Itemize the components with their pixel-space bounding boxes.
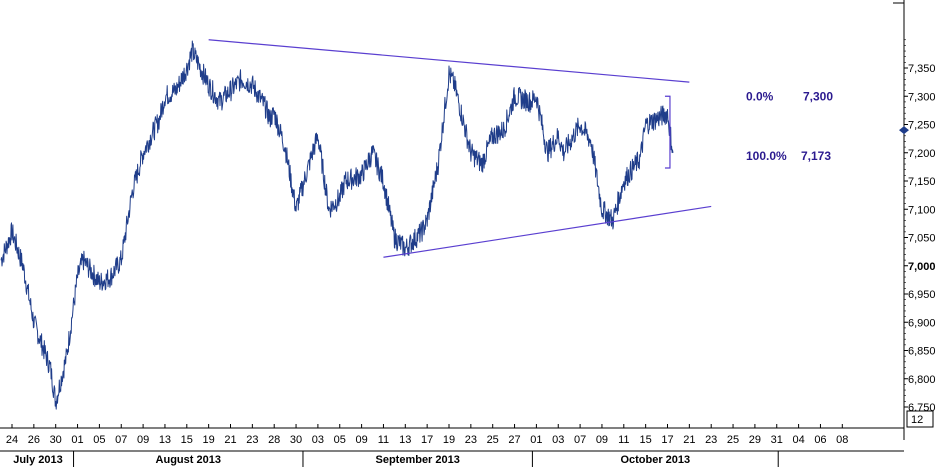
x-tick-label: 03 (312, 434, 324, 446)
x-tick-label: 29 (749, 434, 761, 446)
x-tick-label: 15 (181, 434, 193, 446)
x-tick-label: 11 (378, 434, 389, 446)
x-tick-label: 17 (661, 434, 673, 446)
trendlines (208, 39, 712, 258)
y-axis: 6,7506,8006,8506,9006,9507,0007,0507,100… (893, 0, 936, 440)
x-tick-label: 01 (530, 434, 542, 446)
x-tick-label: 07 (574, 434, 586, 446)
month-label: August 2013 (156, 454, 221, 466)
x-tick-label: 19 (443, 434, 455, 446)
y-tick-label: 7,100 (908, 204, 936, 216)
x-tick-label: 19 (203, 434, 215, 446)
trendline-lower (383, 205, 712, 258)
x-tick-label: 09 (137, 434, 149, 446)
last-price-marker-icon (899, 126, 909, 135)
x-tick-label: 06 (814, 434, 826, 446)
fib-level-value: 7,173 (801, 149, 831, 163)
y-tick-label: 6,950 (908, 289, 936, 301)
corner-badge-box (906, 410, 934, 428)
x-tick-label: 30 (290, 434, 302, 446)
x-tick-label: 25 (487, 434, 499, 446)
x-tick-label: 08 (836, 434, 848, 446)
x-tick-label: 15 (640, 434, 652, 446)
month-label: September 2013 (375, 454, 459, 466)
y-tick-label: 6,850 (908, 346, 936, 358)
fib-level-label: 100.0% (746, 149, 787, 163)
x-tick-label: 27 (508, 434, 520, 446)
x-tick-label: 23 (705, 434, 717, 446)
y-tick-label: 6,800 (908, 374, 936, 386)
y-tick-label: 6,900 (908, 317, 936, 329)
x-tick-label: 31 (771, 434, 783, 446)
x-tick-label: 24 (6, 434, 18, 446)
y-tick-label: 7,250 (908, 120, 936, 132)
x-tick-label: 17 (421, 434, 433, 446)
x-tick-label: 30 (50, 434, 62, 446)
x-tick-label: 11 (618, 434, 629, 446)
x-tick-label: 13 (399, 434, 411, 446)
x-tick-label: 26 (28, 434, 40, 446)
fib-bracket (664, 95, 671, 169)
y-tick-label: 7,200 (908, 148, 936, 160)
price-series (0, 40, 674, 410)
x-tick-label: 13 (159, 434, 171, 446)
x-tick-label: 05 (93, 434, 105, 446)
x-tick-label: 21 (224, 434, 236, 446)
month-label: July 2013 (13, 454, 63, 466)
y-tick-label: 7,150 (908, 176, 936, 188)
fibonacci-annotations: 0.0% 7,300 100.0% 7,173 (664, 89, 833, 169)
corner-badge: 12 (911, 414, 923, 426)
x-tick-label: 21 (683, 434, 695, 446)
y-tick-label: 7,300 (908, 91, 936, 103)
y-tick-label: 7,050 (908, 233, 936, 245)
y-tick-label: 7,350 (908, 63, 936, 75)
x-tick-label: 28 (268, 434, 280, 446)
x-axis: 24 26 30 01 05 07 09 13 15 19 21 23 28 30 03 05 09 11 13 17… (0, 424, 904, 467)
x-tick-label: 23 (465, 434, 477, 446)
trendline-upper (208, 39, 690, 83)
x-tick-label: 07 (115, 434, 127, 446)
x-tick-label: 09 (596, 434, 608, 446)
x-tick-label: 03 (552, 434, 564, 446)
x-tick-label: 23 (246, 434, 258, 446)
price-line (0, 40, 674, 410)
fib-level-value: 7,300 (803, 89, 833, 103)
x-tick-label: 09 (355, 434, 367, 446)
x-tick-label: 01 (71, 434, 83, 446)
x-tick-label: 25 (727, 434, 739, 446)
month-label: October 2013 (620, 454, 690, 466)
x-tick-label: 04 (792, 434, 804, 446)
x-tick-label: 05 (334, 434, 346, 446)
y-tick-label: 7,000 (908, 261, 936, 273)
fib-level-label: 0.0% (746, 89, 774, 103)
